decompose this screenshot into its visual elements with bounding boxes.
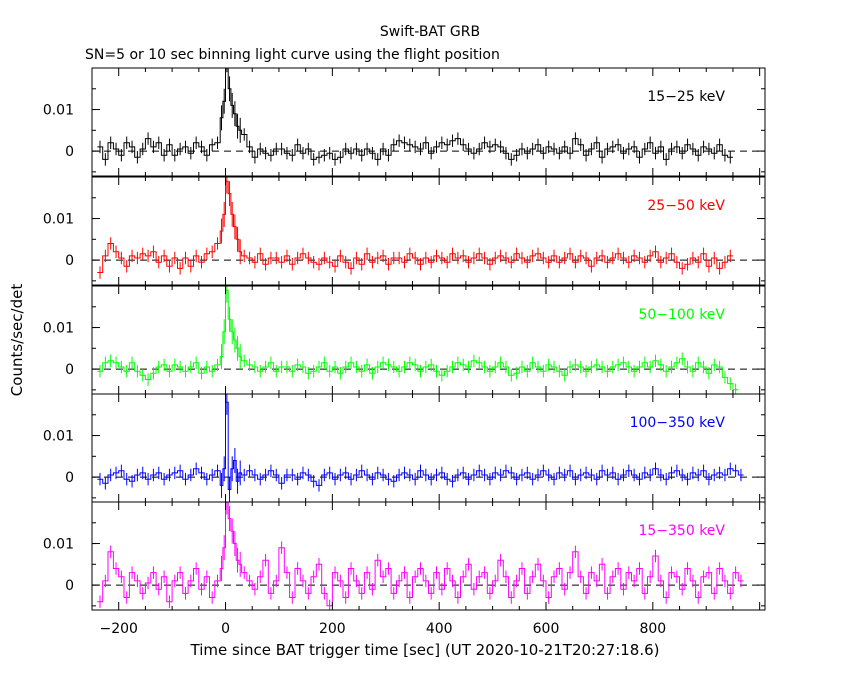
y-tick-label: 0.01 <box>43 212 74 228</box>
panel-frame <box>91 67 766 177</box>
x-tick-label: 600 <box>533 621 560 637</box>
y-axis-label: Counts/sec/det <box>8 284 26 397</box>
series-line <box>97 502 744 607</box>
series-line <box>97 180 733 273</box>
x-tick-label: 200 <box>319 621 346 637</box>
panels: 0 0.01 15−25 keV 0 0.01 25−50 keV 0 0.01 50−100 … <box>43 67 766 611</box>
y-tick-label: 0 <box>65 578 74 594</box>
panel-frame <box>91 501 766 611</box>
y-tick-label: 0 <box>65 144 74 160</box>
series-3 <box>97 286 739 394</box>
chart-title: Swift-BAT GRB <box>380 24 480 40</box>
panel-frame <box>91 285 766 395</box>
x-axis-label: Time since BAT trigger time [sec] (UT 20… <box>190 641 660 659</box>
x-axis: −200 0 200 400 600 800 <box>99 621 666 637</box>
band-label: 50−100 keV <box>638 307 725 323</box>
band-label: 15−350 keV <box>638 523 725 539</box>
band-label: 15−25 keV <box>647 89 725 105</box>
y-tick-label: 0.01 <box>43 429 74 445</box>
band-label: 100−350 keV <box>630 415 726 431</box>
series-line <box>97 289 739 391</box>
x-tick-label: 0 <box>221 621 230 637</box>
series-line <box>97 68 733 160</box>
panel-frame <box>91 176 766 286</box>
chart-subtitle: SN=5 or 10 sec binning light curve using… <box>85 47 500 63</box>
series-4 <box>97 394 744 502</box>
x-tick-label: 800 <box>639 621 666 637</box>
y-tick-label: 0 <box>65 362 74 378</box>
panel-frame <box>91 393 766 503</box>
y-tick-label: 0 <box>65 253 74 269</box>
y-tick-label: 0 <box>65 470 74 486</box>
panel-3: 0 0.01 50−100 keV <box>43 285 766 395</box>
series-1 <box>97 68 733 166</box>
series-2 <box>97 177 733 279</box>
band-label: 25−50 keV <box>647 198 725 214</box>
series-5 <box>97 502 744 610</box>
y-tick-label: 0.01 <box>43 537 74 553</box>
panel-4: 0 0.01 100−350 keV <box>43 393 766 503</box>
y-tick-label: 0.01 <box>43 103 74 119</box>
panel-1: 0 0.01 15−25 keV <box>43 67 766 177</box>
x-tick-label: −200 <box>99 621 137 637</box>
x-tick-label: 400 <box>426 621 453 637</box>
series-line <box>97 401 744 490</box>
panel-5: 0 0.01 15−350 keV <box>43 501 766 611</box>
y-tick-label: 0.01 <box>43 321 74 337</box>
panel-2: 0 0.01 25−50 keV <box>43 176 766 286</box>
